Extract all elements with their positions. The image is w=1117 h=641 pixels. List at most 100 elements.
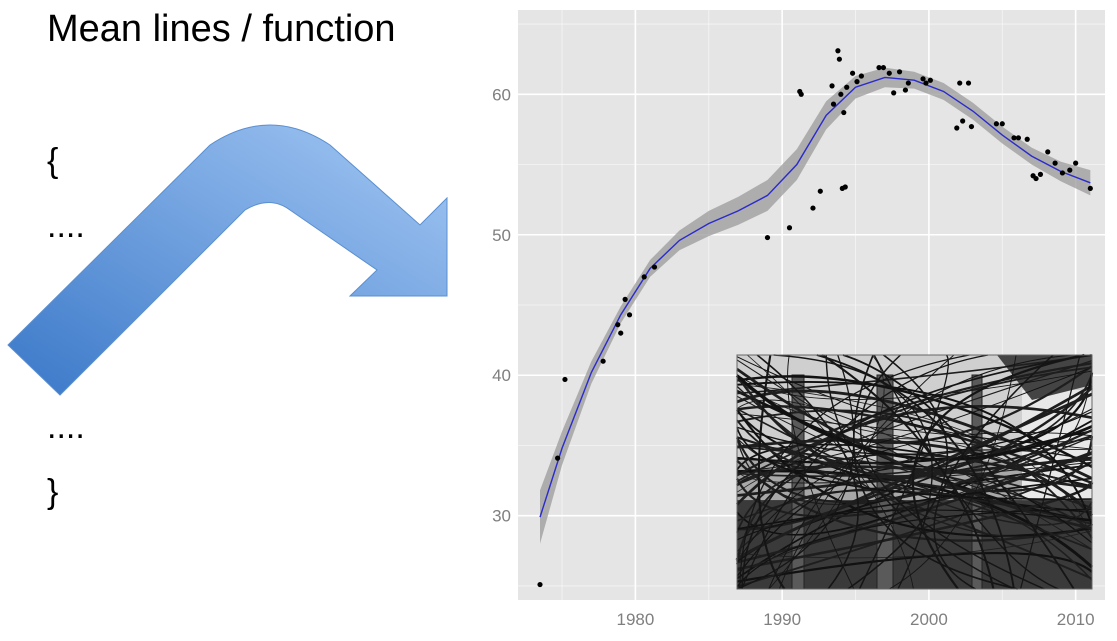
photo-wire bbox=[741, 354, 1092, 590]
photo-wire bbox=[778, 354, 955, 590]
photo-wire bbox=[825, 354, 1015, 590]
photo-wire bbox=[933, 354, 1054, 590]
data-point bbox=[600, 358, 606, 364]
photo-wire bbox=[816, 354, 1015, 590]
y-tick-label-30: 30 bbox=[492, 507, 511, 526]
data-point bbox=[618, 330, 624, 336]
photo-wire bbox=[736, 465, 1093, 490]
photo-wire bbox=[858, 354, 950, 590]
data-point bbox=[537, 581, 543, 588]
photo-wire bbox=[747, 354, 914, 590]
photo-wire bbox=[773, 354, 933, 590]
data-point bbox=[968, 123, 975, 130]
data-point bbox=[626, 312, 633, 318]
photo-wire bbox=[736, 374, 1093, 461]
data-point bbox=[1087, 185, 1093, 192]
photo-wire bbox=[768, 354, 1072, 590]
photo-wire bbox=[757, 354, 786, 590]
data-point bbox=[817, 188, 823, 194]
data-point bbox=[880, 64, 887, 71]
data-point bbox=[1011, 135, 1017, 141]
photo-wire bbox=[768, 354, 885, 590]
data-point bbox=[841, 109, 847, 116]
slide-title: Mean lines / function bbox=[47, 8, 396, 50]
photo-wire bbox=[736, 385, 1093, 538]
data-point bbox=[923, 80, 929, 86]
y-tick-label-50: 50 bbox=[492, 226, 511, 245]
photo-wire bbox=[911, 353, 1085, 590]
data-point bbox=[960, 118, 966, 124]
power-lines-photo bbox=[735, 353, 1094, 590]
photo-wire bbox=[889, 354, 1017, 590]
y-tick-label-60: 60 bbox=[492, 85, 511, 104]
photo-wire bbox=[736, 530, 1093, 559]
smooth-line bbox=[539, 76, 1091, 518]
photo-wire bbox=[736, 438, 1093, 510]
data-point bbox=[858, 73, 864, 79]
photo-wire bbox=[736, 366, 1093, 472]
data-point bbox=[876, 64, 882, 71]
data-point bbox=[641, 274, 647, 280]
data-point bbox=[651, 264, 658, 270]
data-point bbox=[854, 79, 860, 85]
photo-wire bbox=[736, 375, 1093, 468]
photo-wire bbox=[736, 431, 1093, 564]
photo-wire bbox=[736, 451, 1093, 564]
data-point bbox=[965, 80, 972, 86]
data-point bbox=[555, 455, 561, 461]
x-tick-label-1990: 1990 bbox=[763, 610, 801, 629]
data-point bbox=[993, 121, 1000, 127]
code-open-brace: { bbox=[47, 142, 59, 180]
data-point bbox=[1073, 160, 1079, 166]
data-point bbox=[829, 83, 835, 89]
photo-wire bbox=[736, 487, 1093, 581]
photo-wire bbox=[736, 366, 1093, 483]
photo-wire bbox=[736, 461, 1093, 484]
y-tick-labels: 30 40 50 60 bbox=[492, 85, 511, 525]
x-tick-label-1980: 1980 bbox=[616, 610, 654, 629]
x-tick-label-2000: 2000 bbox=[910, 610, 948, 629]
scatter-chart: 30 40 50 60 1980 1990 2000 2010 bbox=[492, 10, 1105, 629]
photo-wire bbox=[852, 354, 1018, 590]
photo-wire bbox=[736, 469, 1093, 569]
data-point bbox=[842, 184, 848, 190]
data-point bbox=[1052, 160, 1058, 166]
data-point bbox=[810, 205, 816, 211]
curved-arrow-icon bbox=[7, 124, 448, 396]
smooth-line-group bbox=[539, 76, 1091, 518]
photo-wire bbox=[736, 508, 1093, 588]
data-point bbox=[902, 87, 909, 93]
data-point bbox=[830, 101, 837, 107]
photo-wire bbox=[735, 374, 1093, 478]
data-point bbox=[1059, 170, 1066, 176]
photo-wire bbox=[736, 459, 1093, 572]
data-points bbox=[537, 48, 1093, 588]
y-tick-label-40: 40 bbox=[492, 366, 511, 385]
photo-frame bbox=[736, 354, 1093, 590]
data-point bbox=[886, 70, 892, 76]
photo-wire bbox=[739, 354, 970, 590]
data-point bbox=[896, 69, 903, 75]
photo-wire bbox=[859, 354, 1045, 590]
data-point bbox=[1033, 175, 1039, 182]
data-point bbox=[927, 77, 933, 83]
data-point bbox=[920, 76, 926, 82]
photo-wire bbox=[741, 354, 989, 590]
data-point bbox=[1024, 136, 1030, 142]
data-point bbox=[999, 121, 1005, 127]
data-point bbox=[1045, 149, 1051, 155]
data-point bbox=[798, 91, 804, 97]
data-point bbox=[1067, 167, 1073, 173]
data-point bbox=[844, 84, 850, 90]
x-tick-label-2010: 2010 bbox=[1057, 610, 1095, 629]
photo-wire bbox=[736, 453, 1093, 565]
data-point bbox=[562, 376, 568, 383]
data-point bbox=[622, 296, 628, 302]
data-point bbox=[954, 125, 960, 131]
photo-wire bbox=[787, 354, 855, 590]
photo-wire bbox=[821, 354, 995, 590]
data-point bbox=[891, 90, 897, 96]
data-point bbox=[1037, 171, 1044, 177]
photo-wire bbox=[1019, 354, 1081, 590]
photo-wire bbox=[847, 354, 948, 590]
